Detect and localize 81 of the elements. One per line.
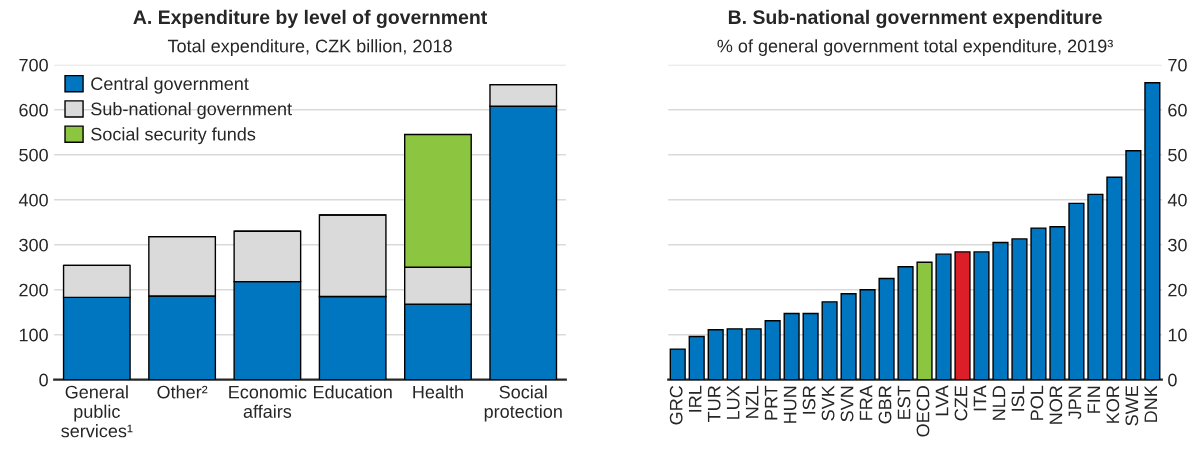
x-tick-label: SVN [840, 386, 854, 422]
x-tick-label: NZL [745, 385, 759, 418]
bar [1144, 82, 1161, 380]
x-tick-label: PRT [764, 385, 778, 420]
y-tick-label: 50 [1168, 148, 1187, 162]
bar [783, 312, 800, 380]
x-tick-label: JPN [1068, 386, 1082, 420]
y-tick-label: 500 [19, 148, 48, 162]
x-tick-label: IRL [688, 385, 702, 412]
bar [1125, 150, 1142, 380]
bar [745, 328, 762, 380]
x-tick-label: Economic affairs [229, 385, 307, 418]
bar [764, 320, 781, 380]
x-tick-label: POL [1030, 385, 1044, 420]
bar [878, 277, 895, 380]
chart-title: B. Sub-national government expenditure [728, 9, 1102, 29]
x-tick-label: Social protection [484, 385, 562, 422]
bar [802, 312, 819, 380]
y-tick-label: 20 [1168, 283, 1187, 297]
x-tick-label: SVK [821, 385, 835, 421]
x-tick-label: KOR [1106, 386, 1120, 423]
chart-subtitle: % of general government total expenditure, 2019³ [717, 39, 1113, 56]
x-tick-label: CZE [954, 385, 968, 421]
bar [669, 348, 686, 380]
x-tick-label: ITA [973, 385, 987, 411]
x-tick-label: HUN [783, 386, 797, 423]
bar [707, 329, 724, 380]
x-tick-label: GBR [878, 386, 892, 424]
y-tick-label: 600 [19, 103, 48, 117]
y-tick-label: 100 [19, 328, 48, 342]
bar [1106, 176, 1123, 380]
y-tick-label: 0 [1168, 373, 1177, 387]
y-tick-label: 40 [1167, 193, 1187, 207]
x-tick-label: General public services¹ [61, 385, 133, 438]
bar [897, 266, 914, 380]
bar [840, 293, 857, 380]
x-tick-label: NOR [1049, 386, 1063, 424]
bar [1087, 193, 1104, 380]
bar [726, 328, 743, 380]
y-tick-label: 400 [18, 193, 48, 207]
bar [1011, 238, 1028, 380]
y-tick-label: 60 [1168, 103, 1187, 117]
x-tick-label: GRC [669, 385, 683, 425]
y-tick-label: 700 [19, 58, 48, 72]
x-tick-label: ISL [1011, 385, 1025, 411]
y-tick-label: 70 [1168, 58, 1187, 72]
x-tick-label: Other² [157, 385, 208, 399]
x-tick-label: SWE [1125, 385, 1139, 426]
x-tick-label: Health [413, 385, 463, 399]
legend-label: Social security funds [91, 127, 256, 145]
bar [973, 251, 990, 380]
bar [1049, 226, 1066, 380]
y-tick-label: 300 [19, 238, 48, 252]
x-tick-label: LUX [726, 385, 740, 419]
chart-title: A. Expenditure by level of government [133, 9, 487, 29]
x-tick-label: NLD [992, 386, 1006, 420]
x-tick-label: ISR [802, 386, 816, 414]
legend-label: Central government [91, 76, 249, 94]
bar [1030, 227, 1047, 380]
x-tick-label: TUR [707, 386, 721, 422]
bar [992, 241, 1009, 380]
chart-subtitle: Total expenditure, CZK billion, 2018 [167, 39, 452, 56]
y-tick-label: 30 [1168, 238, 1187, 252]
bar [821, 301, 838, 380]
x-tick-label: Education [314, 385, 392, 399]
y-tick-label: 0 [39, 373, 48, 387]
bar [916, 261, 933, 380]
bar [935, 253, 952, 380]
y-tick-label: 10 [1168, 328, 1187, 342]
x-tick-label: EST [897, 385, 911, 419]
bar [954, 251, 971, 380]
x-tick-label: FRA [859, 385, 873, 420]
x-tick-label: LVA [935, 385, 949, 416]
x-tick-label: OECD [916, 386, 930, 437]
bar [688, 335, 705, 380]
x-tick-label: DNK [1144, 385, 1158, 422]
bar [859, 289, 876, 380]
bar [1068, 202, 1085, 380]
x-tick-label: FIN [1087, 386, 1101, 413]
legend-label: Sub-national government [91, 102, 292, 119]
y-tick-label: 200 [19, 283, 48, 297]
